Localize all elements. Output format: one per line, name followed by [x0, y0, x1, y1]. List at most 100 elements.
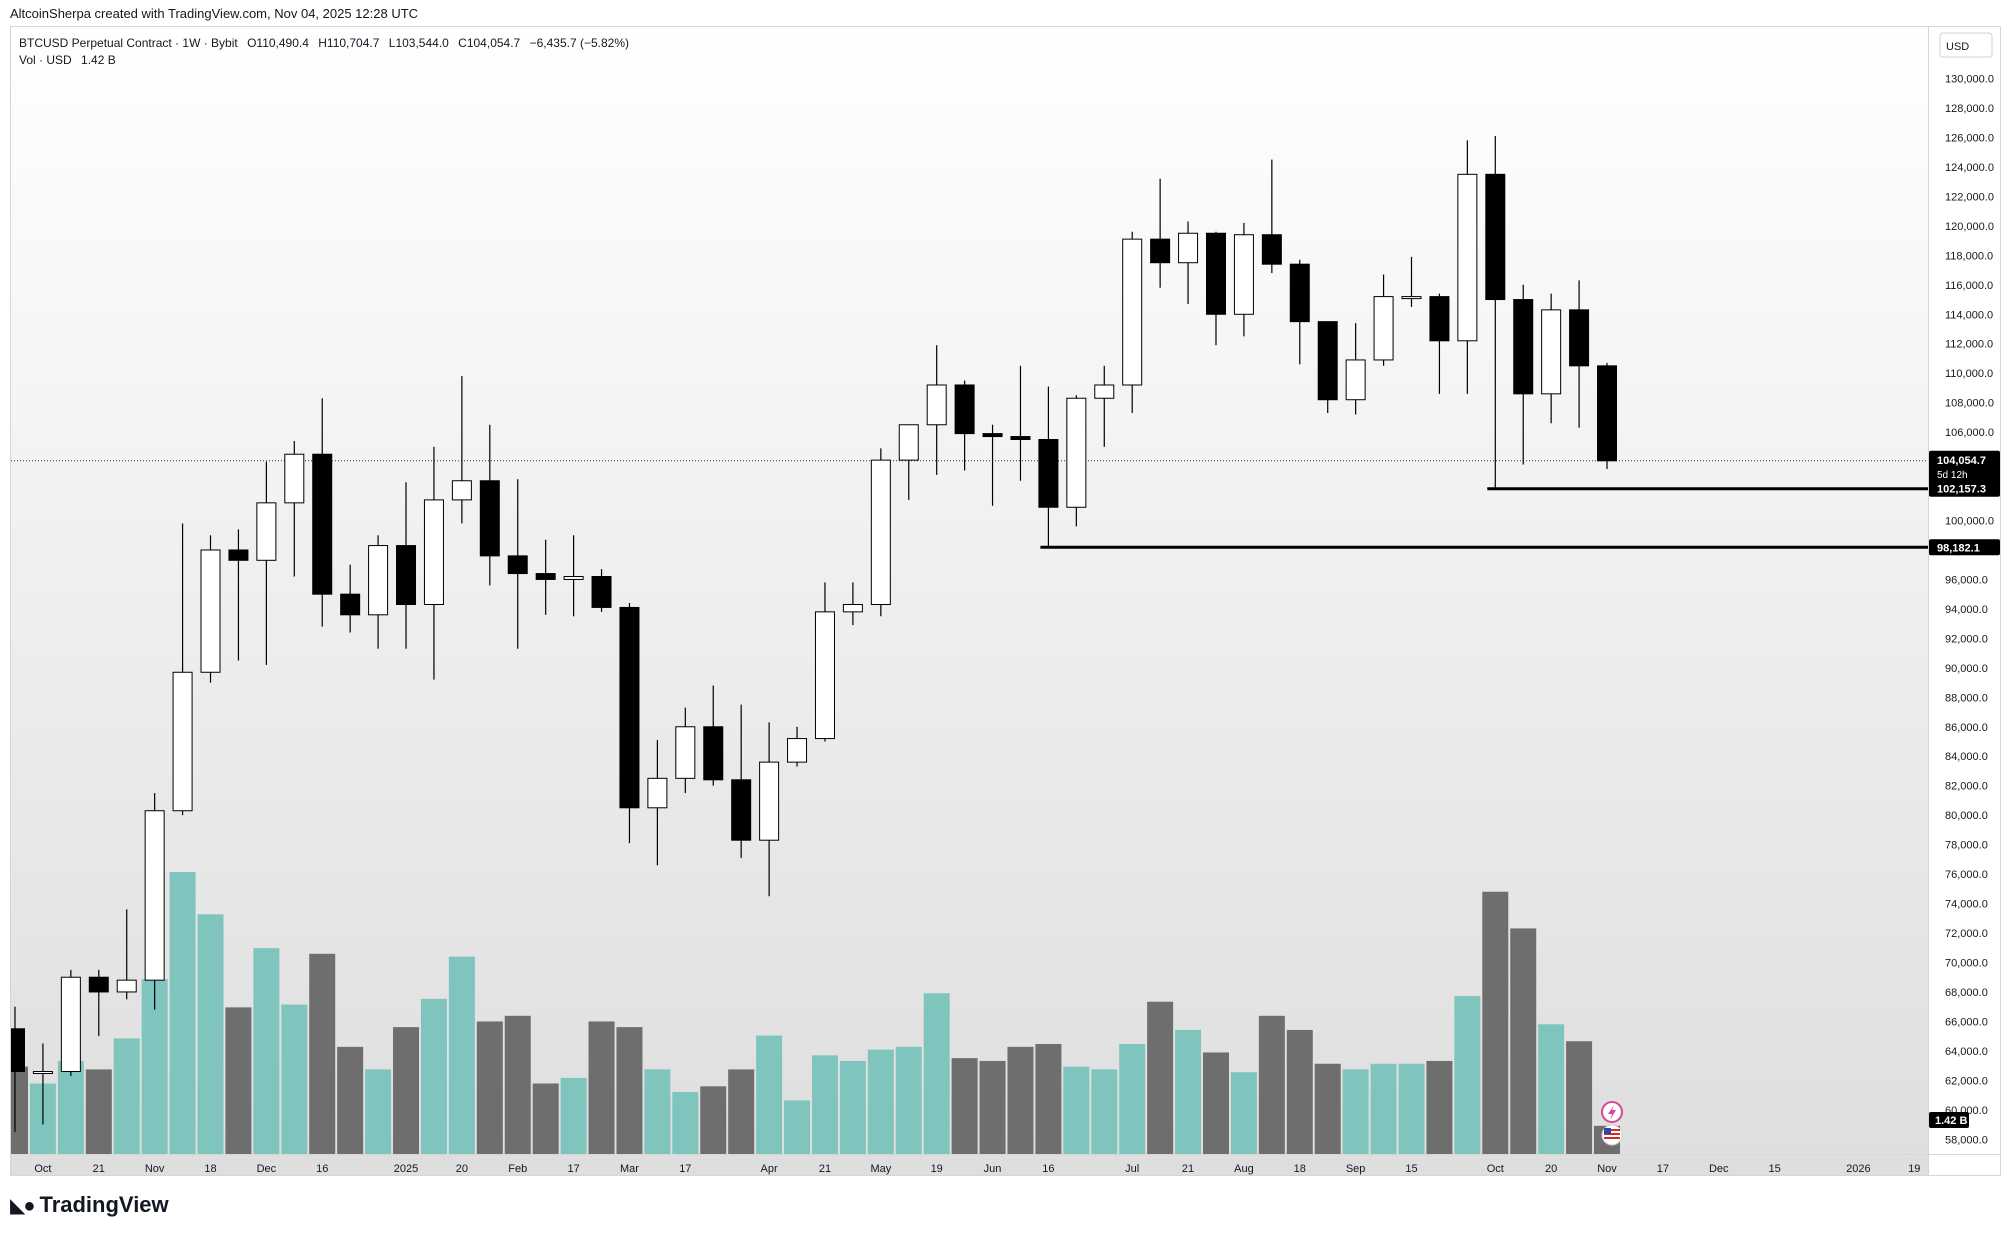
candle[interactable] [842, 582, 863, 626]
volume-bar [1202, 1052, 1229, 1154]
candle[interactable] [591, 569, 612, 612]
level-price-label-bg [1929, 480, 2000, 497]
volume-bar [1566, 1041, 1593, 1154]
time-tick-label: Jul [1125, 1163, 1139, 1175]
candle[interactable] [228, 529, 249, 661]
candle-body [396, 545, 417, 605]
tradingview-logo[interactable]: ◣● TradingView [10, 1192, 169, 1218]
candle[interactable] [1233, 222, 1254, 337]
candle[interactable] [1541, 293, 1562, 424]
candle[interactable] [870, 448, 891, 617]
candle[interactable] [1345, 323, 1366, 415]
volume-indicator-label[interactable]: Vol · USD [19, 53, 72, 67]
candle[interactable] [1094, 365, 1115, 447]
candle[interactable] [675, 707, 696, 794]
candle[interactable] [759, 722, 780, 897]
candle[interactable] [116, 909, 137, 1000]
candle[interactable] [1429, 293, 1450, 394]
level-price-label[interactable]: 98,182.1 [1929, 539, 2000, 556]
candle[interactable] [396, 482, 417, 649]
currency-button[interactable] [1939, 32, 1993, 58]
candle[interactable] [1373, 274, 1394, 366]
candle-countdown: 5d 12h [1937, 470, 1968, 481]
candle-body [1289, 263, 1310, 323]
candle[interactable] [1513, 284, 1534, 465]
time-tick-label: 17 [1657, 1163, 1669, 1175]
candle-body [982, 433, 1003, 438]
price-tick-label: 114,000.0 [1945, 309, 1993, 321]
candle[interactable] [479, 424, 500, 586]
candle[interactable] [982, 424, 1003, 506]
candle[interactable] [1569, 280, 1590, 428]
candle[interactable] [1457, 140, 1478, 394]
candle[interactable] [563, 535, 584, 617]
candle[interactable] [731, 704, 752, 858]
volume-bar [393, 1027, 420, 1154]
candle[interactable] [1038, 386, 1059, 548]
candle[interactable] [284, 440, 305, 577]
candle[interactable] [703, 685, 724, 786]
candle[interactable] [1317, 321, 1338, 413]
candle[interactable] [1597, 362, 1618, 469]
volume-bar [504, 1015, 531, 1154]
candle-body [814, 611, 835, 740]
volume-value-label[interactable]: 1.42 B [1929, 1112, 1969, 1128]
candle[interactable] [1010, 365, 1031, 481]
candle[interactable] [814, 582, 835, 742]
volume-bar [1426, 1060, 1453, 1154]
candle[interactable] [1205, 231, 1226, 346]
time-tick-label: Oct [1487, 1163, 1504, 1175]
current-price-label[interactable]: 104,054.7 5d 12h [1929, 450, 2000, 484]
candle[interactable] [1178, 221, 1199, 304]
volume-bar [979, 1060, 1006, 1154]
candle[interactable] [172, 523, 193, 816]
us-flag-icon[interactable] [1601, 1124, 1623, 1146]
level-price-label[interactable]: 102,157.3 [1929, 480, 2000, 497]
candle[interactable] [954, 380, 975, 471]
candle[interactable] [11, 1006, 25, 1132]
symbol-label[interactable]: BTCUSD Perpetual Contract · 1W · Bybit [19, 36, 238, 50]
plot-background [11, 27, 1928, 1175]
price-tick-label: 112,000.0 [1945, 339, 1993, 351]
flash-icon[interactable] [1601, 1101, 1623, 1123]
candle[interactable] [1150, 178, 1171, 288]
volume-bar [756, 1035, 783, 1154]
chart-frame[interactable]: 58,000.0 60,000.0 62,000.0 64,000.0 66,000.0… [10, 26, 2001, 1176]
price-tick-label: 74,000.0 [1945, 899, 1988, 911]
candle-body [340, 593, 361, 616]
candle[interactable] [507, 479, 528, 649]
candlestick-chart[interactable]: 58,000.060,000.062,000.064,000.066,000.0… [11, 27, 2001, 1176]
volume-bar [420, 998, 447, 1154]
candle[interactable] [1122, 231, 1143, 413]
volume-value-text: 1.42 B [1935, 1115, 1967, 1127]
candle[interactable] [340, 564, 361, 633]
candle[interactable] [619, 603, 640, 844]
candle[interactable] [1401, 256, 1422, 307]
volume-bar [895, 1046, 922, 1154]
candle[interactable] [787, 726, 808, 767]
candle[interactable] [1289, 259, 1310, 365]
candle[interactable] [1066, 395, 1087, 527]
candle[interactable] [451, 376, 472, 524]
price-tick-label: 106,000.0 [1945, 427, 1994, 439]
candle[interactable] [898, 424, 919, 500]
candle[interactable] [200, 535, 221, 683]
candle[interactable] [88, 969, 109, 1037]
candle[interactable] [256, 461, 277, 665]
candle[interactable] [60, 969, 81, 1076]
price-tick-label: 80,000.0 [1945, 810, 1988, 822]
candle[interactable] [144, 793, 165, 1010]
candle[interactable] [926, 345, 947, 475]
candle[interactable] [1261, 159, 1282, 274]
price-axis-panel[interactable] [1928, 27, 2001, 1176]
candle-body [1597, 365, 1618, 462]
candle[interactable] [423, 446, 444, 680]
time-tick-label: 15 [1768, 1163, 1780, 1175]
candle[interactable] [1485, 136, 1506, 489]
candle[interactable] [647, 740, 668, 866]
candle[interactable] [535, 539, 556, 615]
candle[interactable] [312, 398, 333, 627]
candle[interactable] [32, 1043, 53, 1125]
candle[interactable] [368, 535, 389, 649]
volume-bar [1510, 928, 1537, 1154]
